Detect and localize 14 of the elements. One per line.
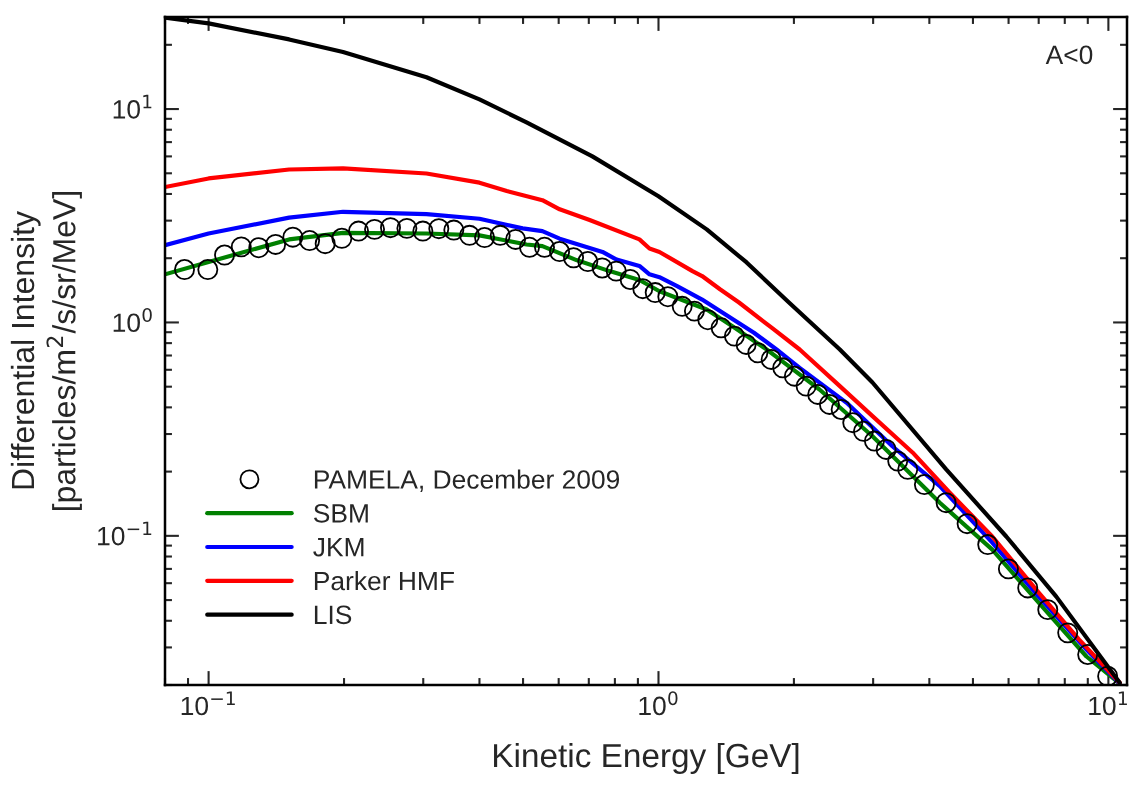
legend-label: JKM	[313, 538, 364, 557]
y-axis-title: Differential Intensity [particles/m$^{2}$/s/sr/MeV]	[10, 192, 82, 511]
y-tick-label: 10$^{0}$	[113, 307, 152, 333]
annotation: A<0	[1045, 45, 1093, 65]
legend-label: PAMELA, December 2009	[314, 469, 620, 492]
legend-label: LIS	[314, 605, 352, 625]
x-tick-label: 10$^{0}$	[639, 691, 678, 716]
y-tick-label: 10$^{−1}$	[98, 521, 152, 546]
legend-label: Parker HMF	[314, 570, 454, 591]
x-tick-label: 10$^{−1}$	[181, 691, 235, 716]
legend-label: SBM	[313, 504, 368, 523]
x-tick-label: 10$^{1}$	[1089, 691, 1127, 716]
y-tick-label: 10$^{1}$	[113, 94, 152, 119]
x-axis-title: Kinetic Energy [GeV]	[494, 742, 799, 775]
